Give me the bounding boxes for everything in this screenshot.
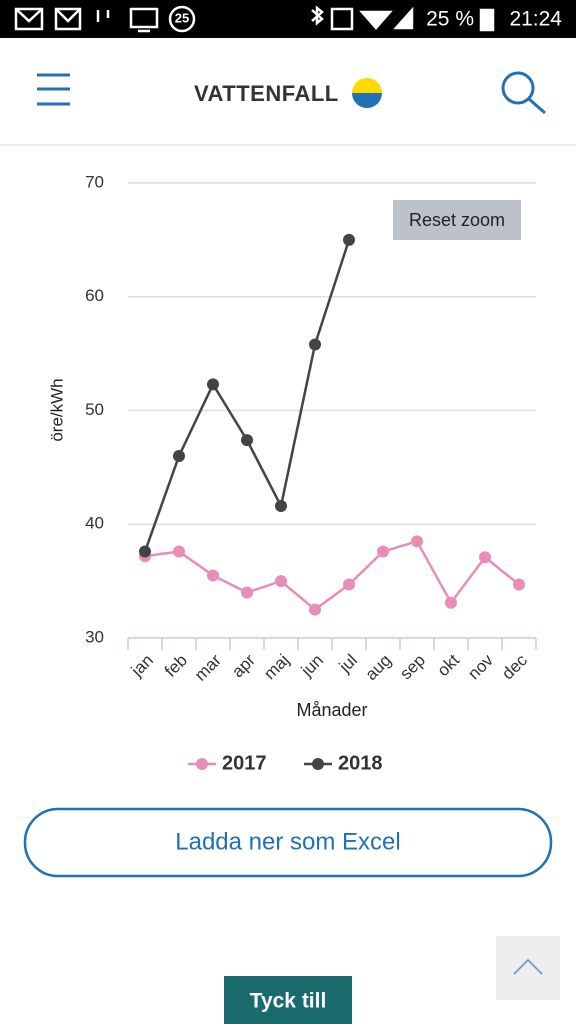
- data-point: [411, 535, 423, 548]
- status-icons: [14, 5, 495, 33]
- data-point: [275, 500, 287, 513]
- legend-label: 2017: [222, 752, 267, 774]
- download-button[interactable]: [23, 807, 553, 878]
- x-tick-label: jun: [297, 651, 327, 681]
- x-tick-label: jan: [127, 651, 157, 681]
- y-tick-label: 30: [85, 627, 104, 646]
- x-tick-label: jul: [335, 651, 361, 677]
- data-point: [139, 545, 151, 558]
- data-point: [343, 578, 355, 591]
- y-tick-label: 60: [85, 286, 104, 305]
- x-tick-label: maj: [260, 651, 293, 684]
- data-point: [173, 545, 185, 558]
- x-tick-label: dec: [498, 650, 531, 683]
- reset-zoom-button[interactable]: [393, 200, 521, 240]
- y-tick-label: 40: [85, 514, 104, 533]
- chart: 30 40 50 60 70 jan feb mar apr maj jun jul aug sep okt…: [47, 172, 537, 774]
- series-line: [143, 239, 351, 552]
- data-point: [309, 338, 321, 351]
- search-button[interactable]: [501, 71, 546, 115]
- legend-label: 2018: [338, 752, 383, 774]
- x-tick-label: okt: [434, 650, 464, 680]
- clock: 21:24: [509, 8, 562, 31]
- feedback-button-label: Tyck till: [250, 990, 327, 1013]
- app-header: [0, 38, 576, 145]
- x-tick-label: nov: [464, 650, 497, 683]
- data-point: [377, 545, 389, 558]
- y-tick-label: 50: [85, 400, 104, 419]
- x-tick-label: apr: [228, 650, 259, 681]
- logo-icon: [352, 78, 382, 108]
- y-tick-label: 70: [85, 172, 104, 191]
- data-point: [309, 603, 321, 616]
- data-point: [207, 378, 219, 391]
- menu-button[interactable]: [37, 73, 70, 106]
- x-axis-title: Månader: [296, 700, 367, 720]
- data-point: [445, 596, 457, 609]
- scroll-top-button[interactable]: [496, 936, 560, 1000]
- logo-text: VATTENFALL: [194, 81, 339, 106]
- battery-level: 25 %: [426, 8, 474, 31]
- x-tick-label: mar: [191, 650, 225, 684]
- data-point: [513, 578, 525, 591]
- x-tick-label: sep: [396, 651, 429, 684]
- legend-marker: [312, 758, 324, 770]
- x-tick-label: aug: [362, 651, 395, 684]
- legend-marker: [196, 758, 208, 770]
- data-point: [241, 586, 253, 599]
- data-point: [173, 450, 185, 462]
- download-button-label: Ladda ner som Excel: [175, 828, 400, 855]
- data-point: [207, 569, 219, 582]
- series-line: [144, 539, 520, 612]
- notification-badge: 25: [175, 10, 189, 25]
- x-tick-label: feb: [161, 651, 191, 681]
- scroll-top-icon: [513, 958, 543, 975]
- data-point: [275, 575, 287, 588]
- reset-zoom-label: Reset zoom: [409, 210, 505, 230]
- data-point: [479, 551, 491, 564]
- y-axis-title: öre/kWh: [47, 378, 66, 441]
- data-point: [241, 434, 253, 447]
- data-point: [343, 233, 355, 246]
- feedback-button[interactable]: [224, 976, 352, 1024]
